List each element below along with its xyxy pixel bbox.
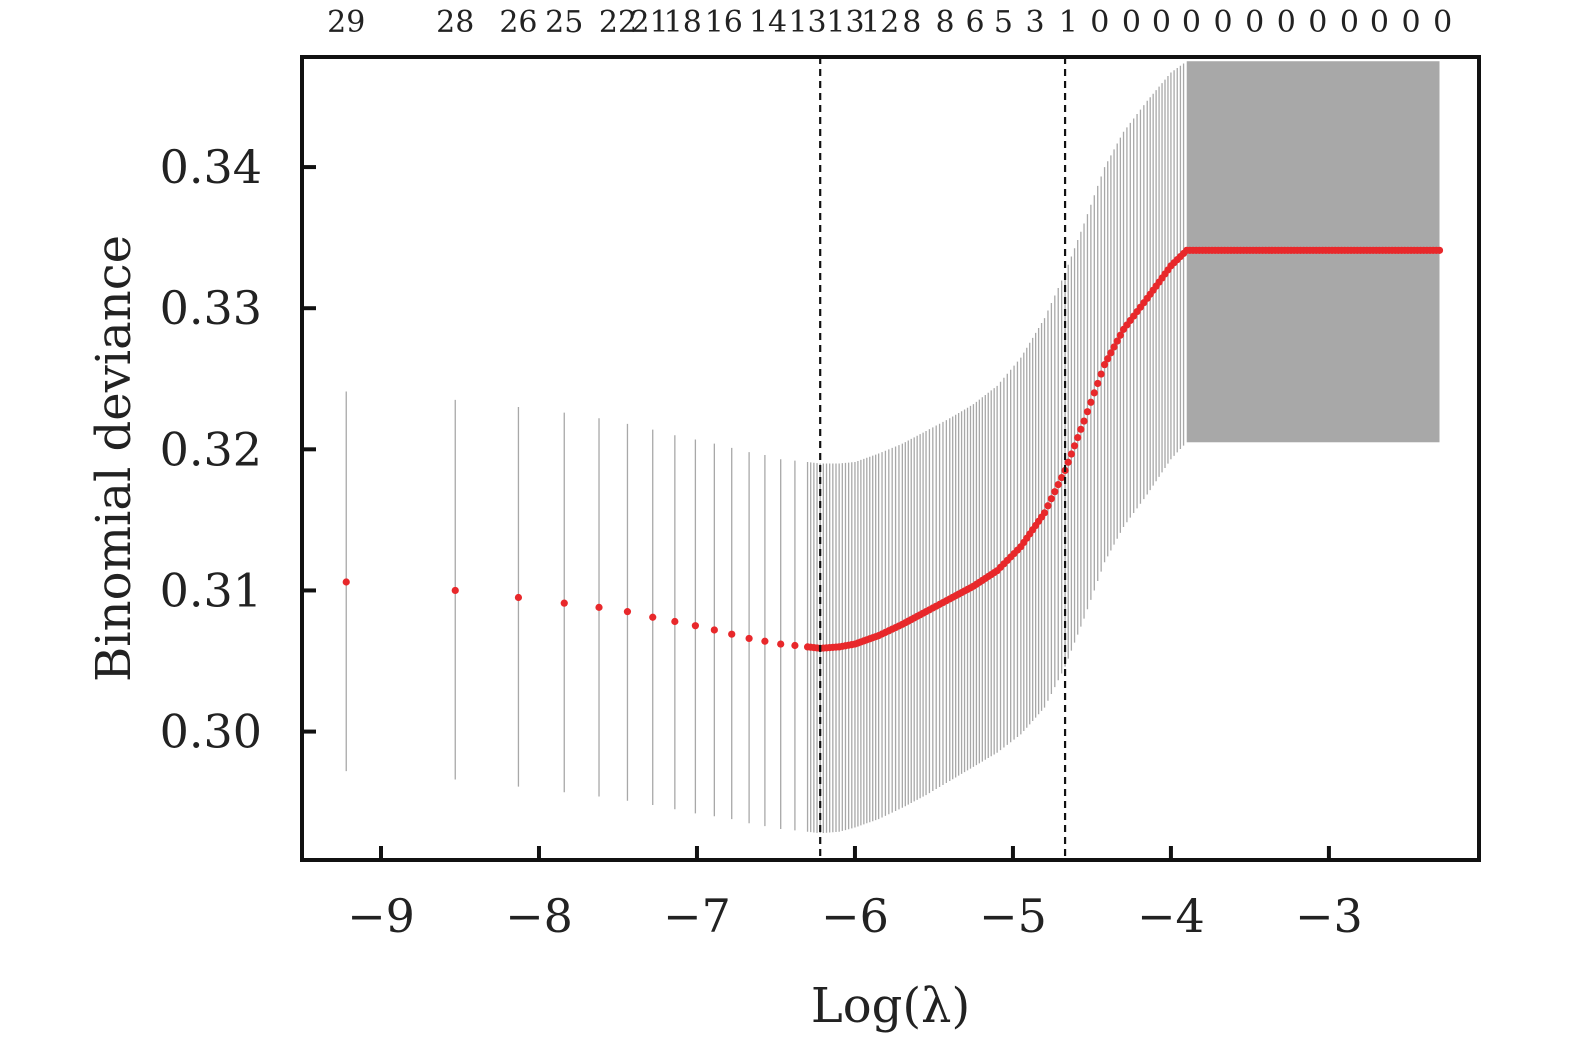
x-tick-label: −5 xyxy=(979,889,1047,943)
top-count-label: 0 xyxy=(1433,5,1452,40)
deviance-point xyxy=(1051,488,1059,496)
top-count-label: 0 xyxy=(1245,5,1264,40)
top-count-label: 8 xyxy=(902,5,921,40)
deviance-point xyxy=(1113,337,1121,345)
deviance-point xyxy=(1070,442,1079,450)
deviance-points xyxy=(342,246,1444,652)
y-tick-label: 0.33 xyxy=(160,281,262,335)
x-axis: −9 −8 −7 −6 −5 −4 −3 xyxy=(347,846,1363,943)
deviance-point xyxy=(1087,398,1095,406)
top-count-label: 13 xyxy=(788,5,826,40)
deviance-point xyxy=(1107,349,1115,357)
top-count-label: 12 xyxy=(861,5,899,40)
deviance-point xyxy=(745,634,753,643)
y-tick-label: 0.34 xyxy=(160,140,262,194)
top-count-label: 14 xyxy=(749,5,787,40)
top-count-label: 26 xyxy=(499,5,537,40)
deviance-point xyxy=(1067,450,1075,458)
deviance-point xyxy=(514,593,523,602)
deviance-point xyxy=(1116,331,1124,339)
deviance-point xyxy=(1083,408,1092,416)
top-count-label: 0 xyxy=(1340,5,1359,40)
x-tick-label: −4 xyxy=(1137,889,1205,943)
lambda-reference-lines xyxy=(819,57,1067,860)
top-count-label: 5 xyxy=(994,5,1013,40)
top-count-label: 6 xyxy=(965,5,984,40)
top-count-label: 0 xyxy=(1122,5,1141,40)
deviance-point xyxy=(728,630,736,638)
error-bars xyxy=(345,61,1440,834)
top-count-label: 29 xyxy=(327,5,365,40)
top-count-label: 0 xyxy=(1402,5,1421,40)
deviance-point xyxy=(1040,509,1049,517)
deviance-point xyxy=(342,578,350,586)
deviance-point xyxy=(791,641,799,650)
deviance-point xyxy=(595,603,603,611)
deviance-point xyxy=(761,637,769,645)
top-count-label: 0 xyxy=(1277,5,1296,40)
y-tick-label: 0.30 xyxy=(160,705,262,759)
top-count-label: 0 xyxy=(1182,5,1201,40)
top-count-label: 1 xyxy=(1059,5,1078,40)
deviance-point xyxy=(1064,458,1072,466)
deviance-point xyxy=(649,613,657,621)
deviance-point xyxy=(1100,361,1109,369)
deviance-point xyxy=(1074,433,1082,442)
deviance-point xyxy=(451,586,459,595)
y-tick-label: 0.32 xyxy=(160,422,262,476)
top-count-label: 16 xyxy=(705,5,743,40)
deviance-point xyxy=(1090,389,1098,397)
y-tick-label: 0.31 xyxy=(160,563,262,617)
top-count-label: 0 xyxy=(1152,5,1171,40)
x-axis-title: Log(λ) xyxy=(811,978,970,1034)
deviance-point xyxy=(1104,355,1112,363)
top-count-label: 3 xyxy=(1026,5,1045,40)
deviance-point xyxy=(710,626,718,634)
deviance-point xyxy=(1044,502,1052,510)
plot-frame xyxy=(300,55,1481,862)
deviance-point xyxy=(1080,417,1088,425)
top-count-label: 8 xyxy=(935,5,954,40)
x-tick-label: −3 xyxy=(1295,889,1363,943)
deviance-point xyxy=(1435,246,1444,254)
y-axis-title: Binomial deviance xyxy=(86,235,142,682)
x-tick-label: −8 xyxy=(505,889,573,943)
deviance-point xyxy=(1110,343,1118,351)
deviance-point xyxy=(671,617,679,626)
deviance-point xyxy=(691,622,699,630)
top-count-label: 25 xyxy=(545,5,583,40)
top-count-label: 0 xyxy=(1308,5,1327,40)
top-count-label: 22 xyxy=(599,5,637,40)
deviance-point xyxy=(1077,425,1085,433)
deviance-point xyxy=(1097,370,1105,378)
deviance-point xyxy=(560,599,568,607)
top-count-label: 0 xyxy=(1090,5,1109,40)
top-count-label: 0 xyxy=(1370,5,1389,40)
top-count-label: 21 xyxy=(630,5,668,40)
x-tick-label: −9 xyxy=(347,889,415,943)
top-count-label: 13 xyxy=(826,5,864,40)
deviance-point xyxy=(1047,495,1055,503)
top-count-label: 18 xyxy=(664,5,702,40)
y-axis: 0.30 0.31 0.32 0.33 0.34 xyxy=(160,140,316,759)
x-tick-label: −6 xyxy=(821,889,889,943)
deviance-point xyxy=(777,640,785,648)
top-count-label: 0 xyxy=(1214,5,1233,40)
top-count-label: 28 xyxy=(436,5,474,40)
deviance-point xyxy=(1094,379,1102,388)
x-tick-label: −7 xyxy=(663,889,731,943)
deviance-point xyxy=(623,608,632,616)
deviance-point xyxy=(1058,473,1066,482)
deviance-point xyxy=(1054,481,1062,489)
